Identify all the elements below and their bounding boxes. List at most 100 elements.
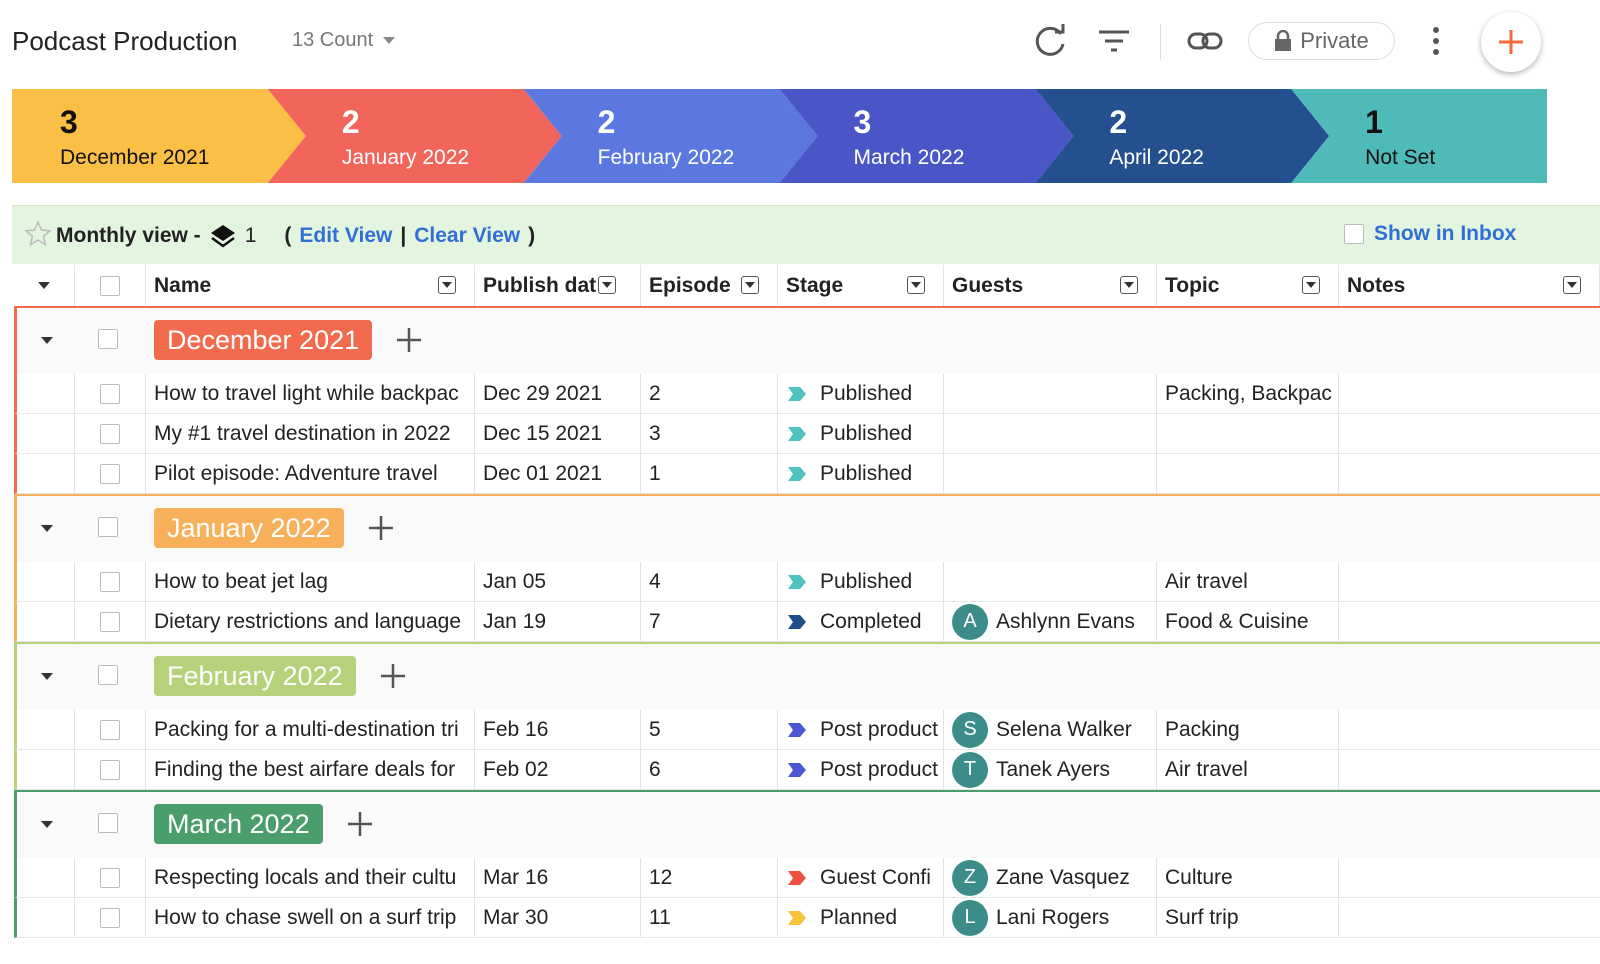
group-checkbox[interactable] <box>98 813 118 833</box>
column-menu[interactable] <box>1563 276 1581 294</box>
column-header[interactable]: Guests <box>944 265 1157 306</box>
pipeline-stage[interactable]: 2 April 2022 <box>1035 89 1330 183</box>
link-icon[interactable] <box>1186 28 1226 56</box>
column-menu[interactable] <box>438 276 456 294</box>
inbox-checkbox[interactable] <box>1344 224 1364 244</box>
privacy-button[interactable]: Private <box>1248 22 1395 60</box>
cell <box>17 454 75 493</box>
pipeline-stage[interactable]: 2 January 2022 <box>267 89 562 183</box>
pipeline-stage[interactable]: 2 February 2022 <box>523 89 818 183</box>
cell <box>75 562 146 601</box>
cell-episode: 3 <box>649 421 661 445</box>
paren: ) <box>528 224 536 247</box>
guest-avatar: Z <box>952 859 988 896</box>
cell: 11 <box>641 898 778 937</box>
cell-stage: Published <box>820 569 913 593</box>
row-checkbox[interactable] <box>100 719 120 740</box>
column-header[interactable]: Publish dat <box>475 265 641 306</box>
cell: Post product <box>778 710 944 749</box>
column-header[interactable]: Topic <box>1157 265 1339 306</box>
add-item[interactable] <box>366 513 396 543</box>
column-menu[interactable] <box>741 276 759 294</box>
column-header[interactable]: Name <box>146 265 475 306</box>
cell-topic: Packing <box>1165 717 1240 741</box>
cell-name: How to chase swell on a surf trip <box>154 905 457 929</box>
edit-view-link[interactable]: Edit View <box>299 224 393 247</box>
group-checkbox[interactable] <box>98 329 118 349</box>
add-item[interactable] <box>378 661 408 691</box>
cell-name: Respecting locals and their cultu <box>154 865 457 889</box>
add-item[interactable] <box>345 809 375 839</box>
cell: Respecting locals and their cultu <box>146 858 475 897</box>
pipeline-stage[interactable]: 3 December 2021 <box>12 89 306 183</box>
item-row: How to travel light while backpac Dec 29 … <box>14 374 1600 414</box>
cell: Jan 19 <box>475 602 641 641</box>
row-checkbox[interactable] <box>100 759 120 780</box>
collapse-group[interactable] <box>41 525 53 532</box>
more-icon[interactable] <box>1428 26 1444 58</box>
column-header-row: Name Publish dat Episode Stage Guests Topic No… <box>14 265 1600 307</box>
star-icon[interactable] <box>24 220 52 248</box>
add-item[interactable] <box>394 325 424 355</box>
group-checkbox[interactable] <box>98 665 118 685</box>
cell: Planned <box>778 898 944 937</box>
column-header[interactable]: Notes <box>1339 265 1600 306</box>
row-checkbox[interactable] <box>100 611 120 632</box>
cell-topic: Culture <box>1165 865 1233 889</box>
collapse-group[interactable] <box>41 337 53 344</box>
cell-guest: Ashlynn Evans <box>996 609 1135 633</box>
cell-stage: Published <box>820 461 913 485</box>
stage-chevron <box>788 386 806 401</box>
stage-icon <box>788 722 806 737</box>
guest-avatar: T <box>952 751 988 788</box>
collapse-all[interactable] <box>38 282 50 289</box>
filter-icon[interactable] <box>1096 28 1132 56</box>
row-checkbox[interactable] <box>100 463 120 484</box>
row-checkbox[interactable] <box>100 571 120 592</box>
cell: T Tanek Ayers <box>944 750 1157 789</box>
group-header: December 2021 <box>14 306 1600 374</box>
column-header[interactable]: Episode <box>641 265 778 306</box>
cell: Air travel <box>1157 562 1339 601</box>
cell-topic: Air travel <box>1165 757 1248 781</box>
stage-label: Not Set <box>1365 146 1435 169</box>
inbox-toggle[interactable]: Show in Inbox <box>1344 222 1516 246</box>
row-checkbox[interactable] <box>100 383 120 404</box>
pipeline-stage[interactable]: 1 Not Set <box>1291 89 1547 183</box>
stage-icon <box>788 910 806 925</box>
cell <box>1339 562 1600 601</box>
header: Podcast Production 13 Count Private <box>0 0 1600 86</box>
item-row: Dietary restrictions and language Jan 19 7… <box>14 602 1600 642</box>
column-menu[interactable] <box>1302 276 1320 294</box>
stage-label: February 2022 <box>598 146 735 169</box>
group-pill: March 2022 <box>154 804 323 844</box>
row-checkbox[interactable] <box>100 867 120 888</box>
cell <box>17 414 75 453</box>
refresh-icon[interactable] <box>1030 22 1070 62</box>
row-checkbox[interactable] <box>100 907 120 928</box>
column-menu[interactable] <box>598 276 616 294</box>
stage-icon <box>788 574 806 589</box>
column-menu[interactable] <box>907 276 925 294</box>
column-menu[interactable] <box>1120 276 1138 294</box>
cell: Guest Confi <box>778 858 944 897</box>
clear-view-link[interactable]: Clear View <box>414 224 521 247</box>
cell-stage: Post product <box>820 717 938 741</box>
cell: Mar 30 <box>475 898 641 937</box>
column-label: Topic <box>1165 273 1220 297</box>
add-button[interactable] <box>1481 12 1541 72</box>
row-checkbox[interactable] <box>100 423 120 444</box>
cell-date: Mar 16 <box>483 865 549 889</box>
cell-episode: 12 <box>649 865 673 889</box>
collapse-group[interactable] <box>41 821 53 828</box>
count-dropdown[interactable]: 13 Count <box>292 29 396 52</box>
pipeline-stage[interactable]: 3 March 2022 <box>779 89 1074 183</box>
column-header[interactable]: Stage <box>778 265 944 306</box>
collapse-group[interactable] <box>41 673 53 680</box>
board-title: Podcast Production <box>12 26 238 56</box>
cell: Feb 16 <box>475 710 641 749</box>
cell: Packing, Backpac <box>1157 374 1339 413</box>
group-checkbox[interactable] <box>98 517 118 537</box>
cell: Food & Cuisine <box>1157 602 1339 641</box>
select-all[interactable] <box>100 275 120 296</box>
